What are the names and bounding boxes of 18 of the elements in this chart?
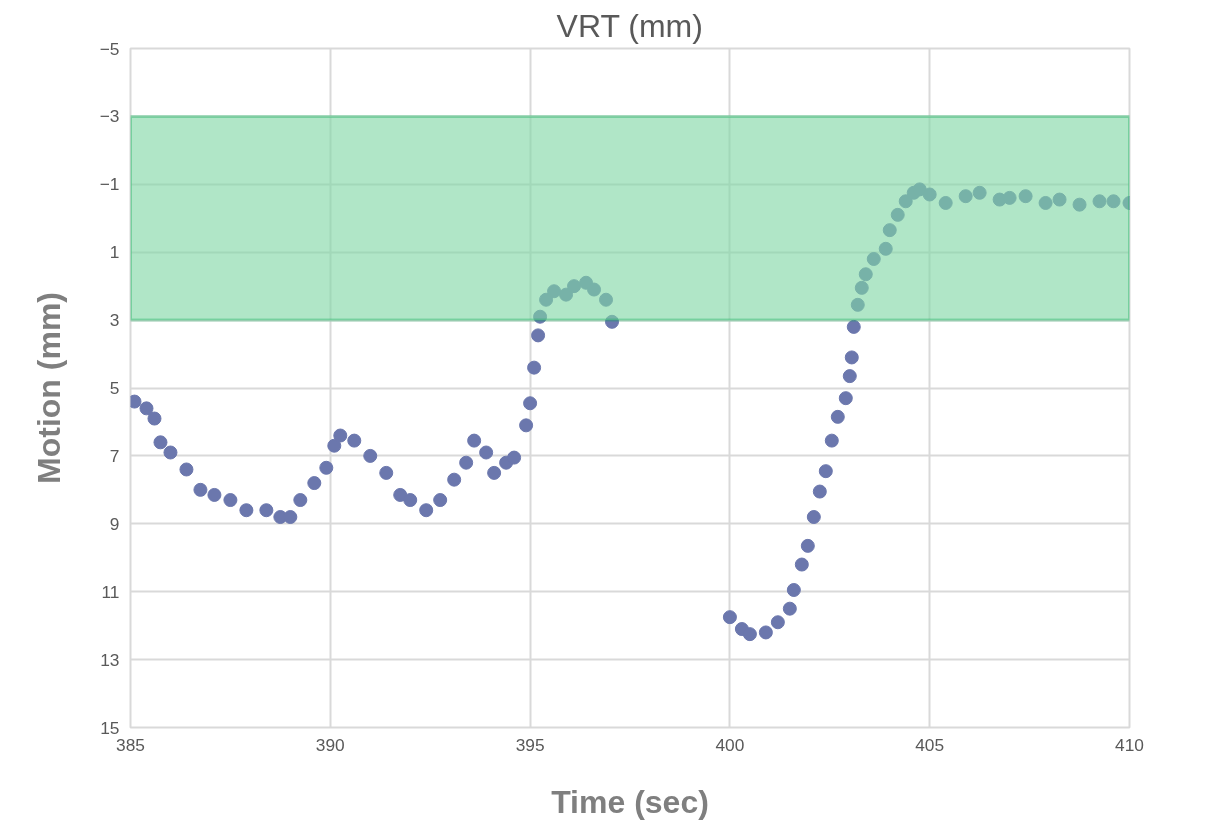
chart-title: VRT (mm) [556, 7, 703, 44]
x-axis-title: Time (sec) [551, 783, 709, 820]
y-tick-label: 5 [109, 378, 120, 398]
y-tick-label: 11 [101, 581, 120, 602]
y-tick-label: −5 [99, 38, 120, 59]
x-tick-label: 405 [915, 734, 945, 755]
x-tick-label: 410 [1115, 734, 1144, 755]
y-tick-label: −3 [99, 106, 120, 127]
x-tick-label: 395 [515, 734, 545, 755]
x-tick-label: 400 [715, 734, 745, 755]
x-tick-label: 390 [315, 734, 345, 755]
y-tick-label: 3 [109, 310, 120, 331]
y-tick-label: 9 [109, 513, 120, 534]
y-tick-label: −1 [99, 174, 120, 195]
y-tick-label: 13 [100, 649, 120, 670]
y-tick-label: 1 [109, 242, 120, 263]
y-axis-title: Motion (mm) [30, 292, 67, 484]
y-tick-label: 7 [109, 445, 120, 466]
